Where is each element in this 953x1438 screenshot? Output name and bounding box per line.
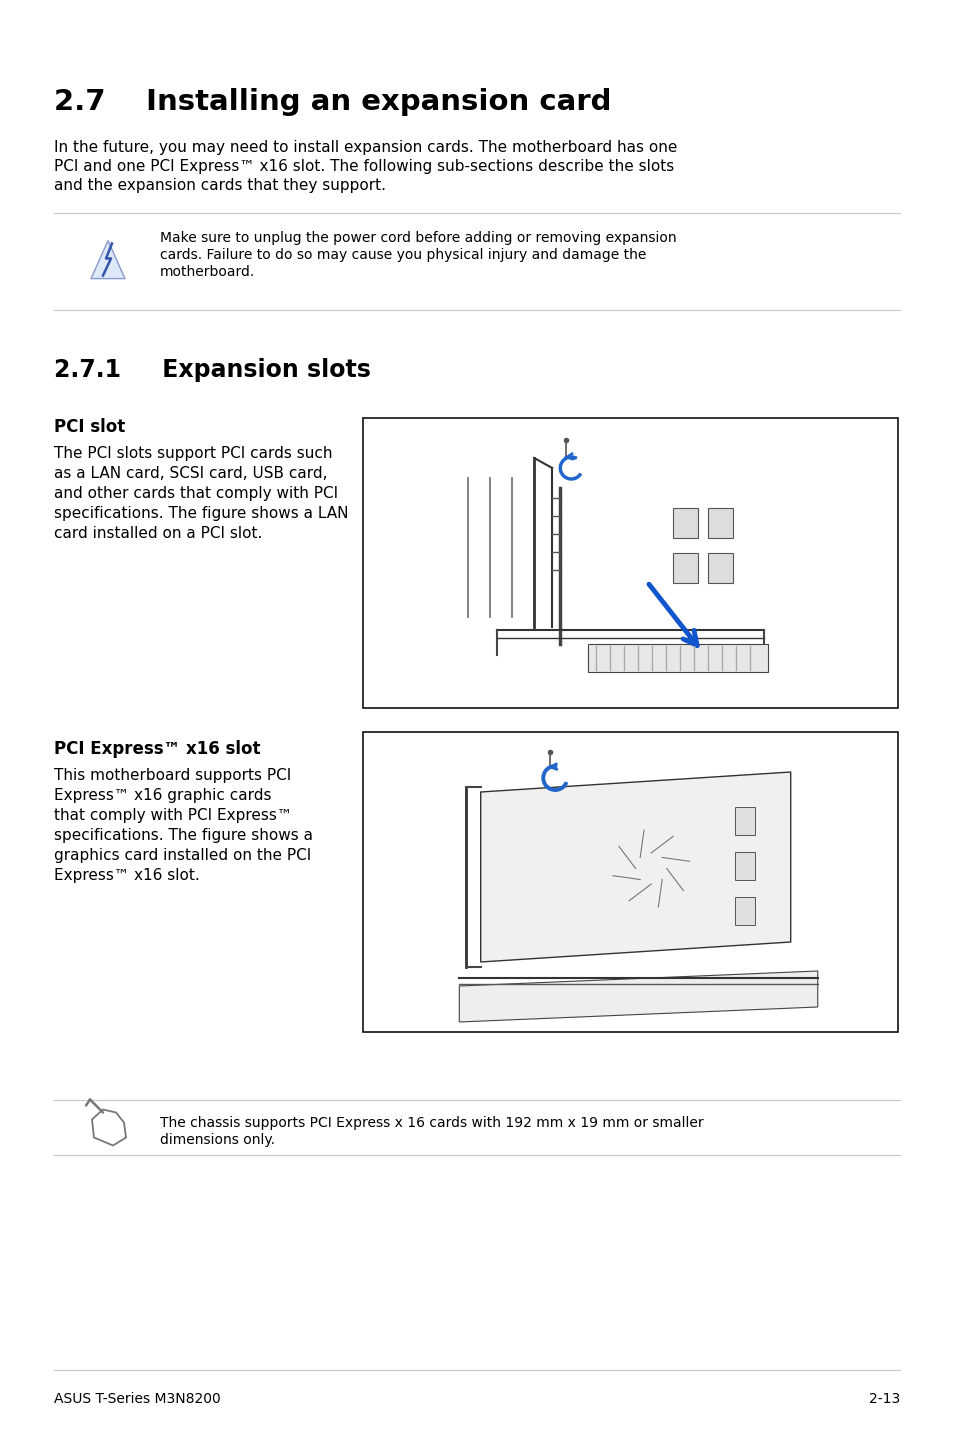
- Text: This motherboard supports PCI: This motherboard supports PCI: [54, 768, 291, 784]
- Bar: [673, 508, 698, 538]
- Text: and other cards that comply with PCI: and other cards that comply with PCI: [54, 486, 337, 500]
- Text: PCI Express™ x16 slot: PCI Express™ x16 slot: [54, 741, 260, 758]
- Text: card installed on a PCI slot.: card installed on a PCI slot.: [54, 526, 262, 541]
- Text: 2-13: 2-13: [868, 1392, 899, 1406]
- Text: specifications. The figure shows a: specifications. The figure shows a: [54, 828, 313, 843]
- Text: Make sure to unplug the power cord before adding or removing expansion: Make sure to unplug the power cord befor…: [160, 232, 676, 244]
- Bar: [707, 508, 733, 538]
- Text: The PCI slots support PCI cards such: The PCI slots support PCI cards such: [54, 446, 333, 462]
- Text: Express™ x16 graphic cards: Express™ x16 graphic cards: [54, 788, 272, 802]
- Text: 2.7    Installing an expansion card: 2.7 Installing an expansion card: [54, 88, 611, 116]
- Text: PCI and one PCI Express™ x16 slot. The following sub-sections describe the slots: PCI and one PCI Express™ x16 slot. The f…: [54, 160, 674, 174]
- Text: graphics card installed on the PCI: graphics card installed on the PCI: [54, 848, 311, 863]
- Bar: [363, 732, 897, 1032]
- Bar: [587, 644, 767, 672]
- Polygon shape: [480, 772, 790, 962]
- Text: Express™ x16 slot.: Express™ x16 slot.: [54, 869, 199, 883]
- Bar: [734, 897, 754, 925]
- Text: as a LAN card, SCSI card, USB card,: as a LAN card, SCSI card, USB card,: [54, 466, 327, 480]
- Bar: [363, 418, 897, 707]
- Bar: [734, 807, 754, 835]
- Text: cards. Failure to do so may cause you physical injury and damage the: cards. Failure to do so may cause you ph…: [160, 247, 646, 262]
- Polygon shape: [91, 240, 125, 279]
- Text: motherboard.: motherboard.: [160, 265, 255, 279]
- Text: The chassis supports PCI Express x 16 cards with 192 mm x 19 mm or smaller: The chassis supports PCI Express x 16 ca…: [160, 1116, 703, 1130]
- Text: and the expansion cards that they support.: and the expansion cards that they suppor…: [54, 178, 386, 193]
- Text: ASUS T-Series M3N8200: ASUS T-Series M3N8200: [54, 1392, 220, 1406]
- Text: that comply with PCI Express™: that comply with PCI Express™: [54, 808, 292, 823]
- Text: 2.7.1     Expansion slots: 2.7.1 Expansion slots: [54, 358, 371, 383]
- Text: PCI slot: PCI slot: [54, 418, 125, 436]
- Bar: [673, 554, 698, 582]
- Text: dimensions only.: dimensions only.: [160, 1133, 274, 1148]
- Polygon shape: [458, 971, 817, 1022]
- Text: In the future, you may need to install expansion cards. The motherboard has one: In the future, you may need to install e…: [54, 139, 677, 155]
- Text: specifications. The figure shows a LAN: specifications. The figure shows a LAN: [54, 506, 348, 521]
- Bar: [734, 851, 754, 880]
- Bar: [707, 554, 733, 582]
